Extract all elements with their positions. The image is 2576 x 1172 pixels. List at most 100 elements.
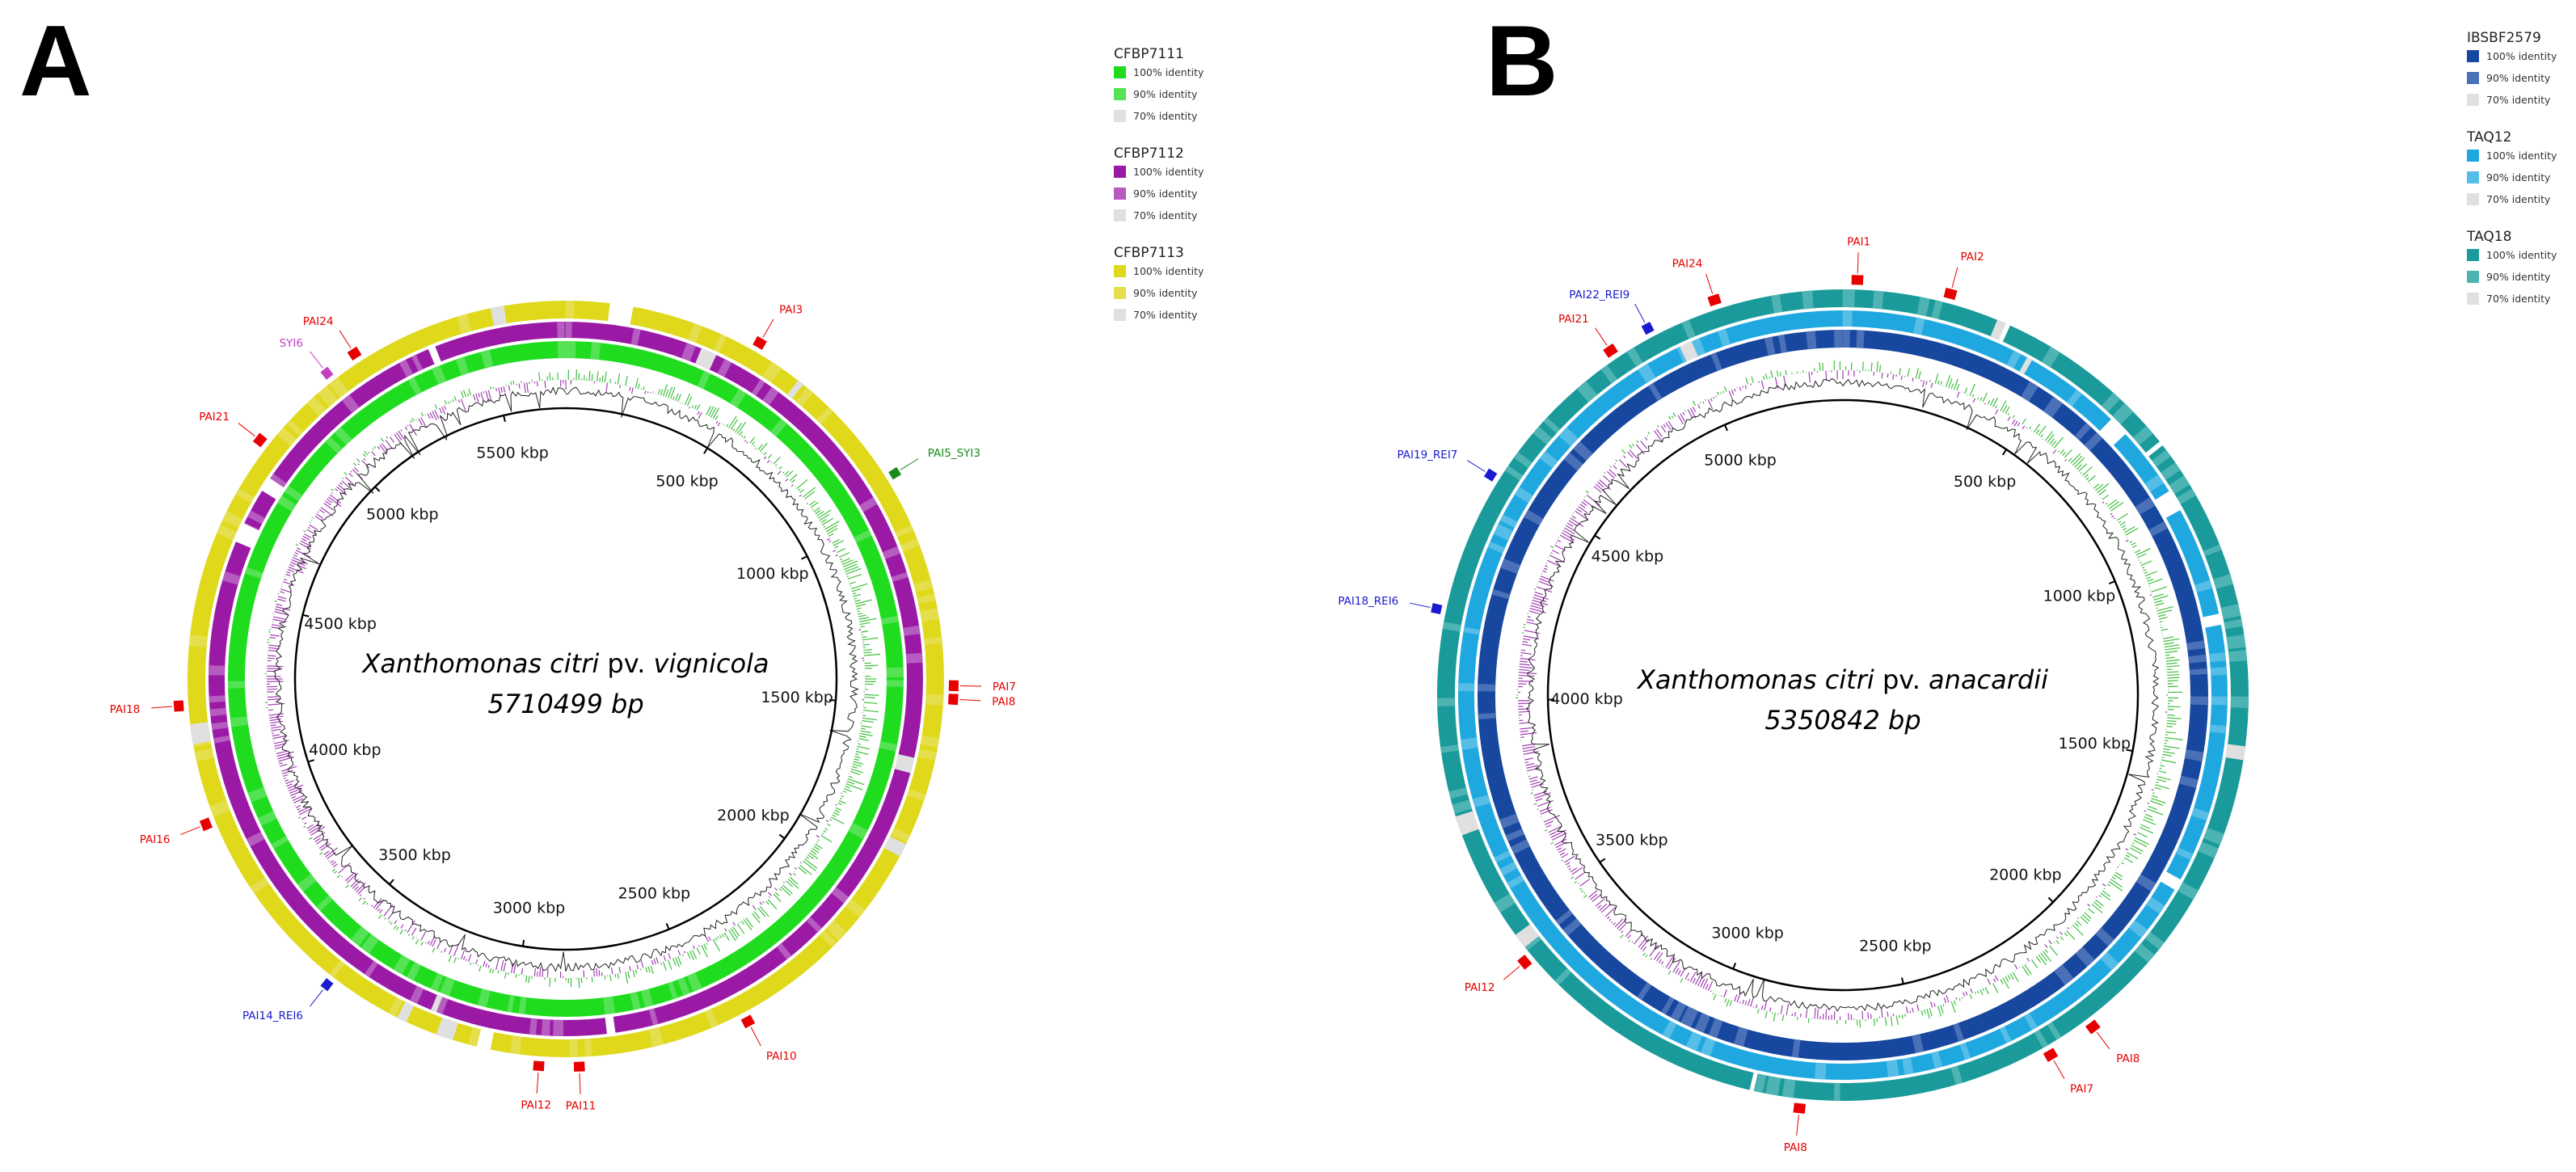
gc-skew-bar <box>1742 999 1745 1005</box>
gc-skew-bar <box>2085 477 2089 481</box>
gc-skew-bar <box>736 421 747 435</box>
gc-skew-bar <box>825 820 829 823</box>
gc-skew-bar <box>333 871 337 874</box>
gc-skew-bar <box>2040 952 2047 962</box>
gc-skew-bar <box>2153 595 2169 601</box>
gc-skew-bar <box>1665 955 1674 968</box>
gc-skew-bar <box>2110 512 2113 516</box>
identity-segment-90 <box>2075 946 2095 968</box>
gc-skew-bar <box>1825 370 1828 382</box>
gc-skew-bar <box>1521 643 1533 647</box>
gc-skew-bar <box>2029 426 2032 430</box>
gc-skew-bar <box>1710 398 1713 402</box>
identity-segment-90 <box>1500 558 1521 575</box>
gc-skew-bar <box>489 386 491 390</box>
identity-segment-90 <box>2213 573 2233 589</box>
gc-skew-bar <box>1528 776 1538 780</box>
gc-skew-bar <box>1649 944 1659 957</box>
gc-skew-bar <box>356 457 360 463</box>
identity-segment-90 <box>2152 449 2171 467</box>
identity-segment-90 <box>1912 1034 1925 1054</box>
gc-skew-bar <box>856 607 862 610</box>
gc-skew-bar <box>627 971 630 979</box>
identity-segment-90 <box>480 349 494 369</box>
gc-skew-bar <box>1900 375 1903 381</box>
identity-segment-90 <box>407 962 422 981</box>
gc-skew-bar <box>780 886 791 896</box>
gc-skew-bar <box>363 897 365 900</box>
identity-gap <box>2160 871 2182 891</box>
gc-skew-bar <box>816 835 820 838</box>
annotation-leader <box>1796 1115 1799 1136</box>
annotation-leader <box>180 826 200 836</box>
identity-segment-90 <box>1950 1065 1963 1086</box>
gc-skew-bar <box>443 405 447 411</box>
identity-segment-90 <box>1814 1062 1827 1080</box>
gc-skew-bar <box>837 802 842 806</box>
gc-skew-bar <box>2091 903 2103 913</box>
gc-skew-bar <box>1961 997 1963 999</box>
gc-skew-bar <box>350 879 359 887</box>
annotation-label: PAI5_SYI3 <box>928 447 980 460</box>
gc-skew-bar <box>692 945 695 950</box>
gc-skew-bar <box>1523 635 1540 639</box>
gc-skew-bar <box>2158 617 2168 620</box>
gc-skew-bar <box>1602 914 1604 916</box>
identity-segment-90 <box>410 985 424 1004</box>
genome-name-b-suffix: anacardii <box>1929 664 2048 695</box>
gc-skew-bar <box>861 725 872 728</box>
gc-skew-bar <box>331 488 334 491</box>
gc-skew-bar <box>804 858 818 869</box>
annotation-leader <box>959 699 981 702</box>
gc-skew-bar <box>1581 501 1587 507</box>
gc-skew-bar <box>841 559 854 565</box>
gc-skew-bar <box>1707 398 1714 410</box>
gc-skew-bar <box>1613 921 1617 925</box>
gc-skew-bar <box>344 873 354 882</box>
legend-entry-label: 90% identity <box>2486 271 2551 283</box>
gc-skew-bar <box>677 394 681 403</box>
gc-skew-bar <box>1524 630 1541 634</box>
annotation-block <box>740 1014 756 1029</box>
identity-segment-90 <box>510 1035 522 1055</box>
gc-skew-bar <box>1780 1005 1783 1014</box>
identity-segment-90 <box>1931 300 1943 319</box>
gc-skew-bar <box>610 968 613 975</box>
identity-segment-90 <box>2043 396 2063 418</box>
annotation-block <box>320 978 334 992</box>
gc-skew-bar <box>1531 783 1544 788</box>
gc-skew-bar <box>1559 852 1566 856</box>
gc-skew-bar <box>856 748 859 750</box>
gc-skew-bar <box>2147 808 2164 816</box>
gc-skew-bar <box>863 648 873 651</box>
gc-skew-bar <box>2096 896 2097 898</box>
gc-skew-bar <box>303 825 306 828</box>
identity-gap <box>1455 811 1480 836</box>
gc-skew-bar <box>1920 1010 1924 1016</box>
tick-mark <box>2001 449 2008 456</box>
annotation-leader <box>310 989 323 1007</box>
gc-skew-bar <box>306 529 316 535</box>
gc-skew-bar <box>2084 474 2089 478</box>
gc-skew-bar <box>483 960 486 967</box>
identity-segment-90 <box>1504 466 1524 481</box>
gc-skew-bar <box>2087 904 2091 907</box>
gc-skew-bar <box>715 938 718 942</box>
gc-skew-bar <box>468 388 472 396</box>
gc-skew-bar <box>2012 972 2019 982</box>
gc-skew-bar <box>799 489 805 494</box>
identity-segment-90 <box>903 625 921 636</box>
gc-skew-bar <box>1702 401 1705 404</box>
gc-skew-bar <box>364 450 369 456</box>
gc-skew-bar <box>2159 767 2162 769</box>
gc-skew-bar <box>1533 588 1537 590</box>
gc-skew-bar <box>1545 820 1554 825</box>
gc-skew-bar <box>304 533 312 538</box>
legend-entry-label: 90% identity <box>2486 72 2551 84</box>
annotation-label: PAI24 <box>303 315 334 328</box>
annotation-label: PAI8 <box>2116 1052 2140 1065</box>
gc-skew-bar <box>443 947 447 953</box>
gc-skew-bar <box>746 441 748 444</box>
identity-gap <box>786 380 804 399</box>
gc-skew-bar <box>601 972 603 976</box>
